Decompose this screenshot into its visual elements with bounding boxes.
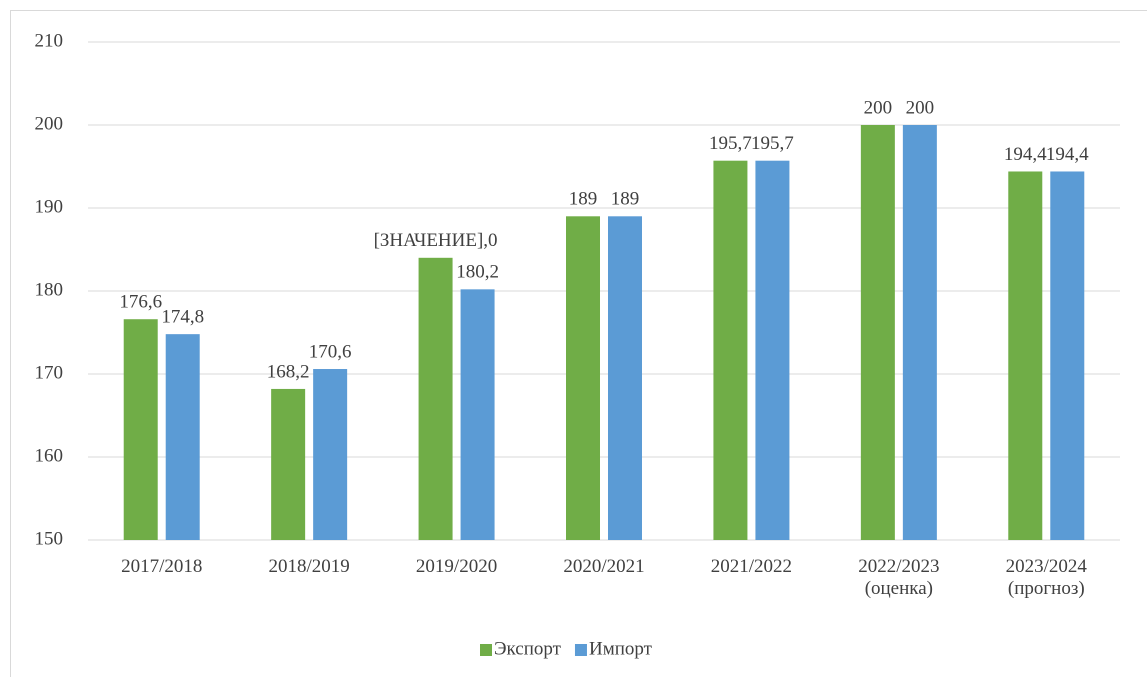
x-tick-label: 2019/2020: [415, 556, 498, 577]
value-label: 195,7: [751, 133, 794, 154]
y-tick-label: 210: [35, 30, 64, 51]
bar: [165, 334, 200, 540]
x-tick-label: 2020/2021: [563, 556, 645, 577]
legend-swatch: [480, 644, 492, 656]
value-label: 194,4: [1046, 144, 1089, 165]
y-tick-label: 160: [35, 445, 64, 466]
value-label: 170,6: [309, 341, 352, 362]
value-label: 176,6: [119, 292, 162, 313]
bar: [755, 160, 790, 540]
bar: [1050, 171, 1085, 541]
bar: [902, 125, 937, 540]
x-tick-label: 2021/2022: [710, 556, 793, 577]
bar: [271, 388, 306, 540]
value-label: 189: [611, 189, 640, 210]
x-tick-label: 2022/2023 (оценка): [858, 556, 940, 599]
legend-label: Экспорт: [494, 638, 562, 659]
value-label: 189: [569, 189, 598, 210]
bar: [566, 216, 600, 541]
value-label: 194,4: [1004, 144, 1047, 165]
chart-border: [10, 10, 1147, 677]
y-tick-label: 190: [35, 196, 64, 217]
bar: [123, 319, 158, 540]
legend-swatch: [574, 644, 587, 656]
bar: [860, 125, 895, 540]
value-label: 200: [864, 97, 893, 118]
value-label: 168,2: [267, 361, 310, 382]
bar: [418, 257, 453, 540]
bar: [313, 369, 348, 540]
y-tick-label: 180: [35, 279, 64, 300]
bar: [460, 289, 495, 540]
bar: [1008, 171, 1043, 541]
value-label: [ЗНАЧЕНИЕ],0: [374, 230, 498, 251]
legend-label: Импорт: [589, 638, 653, 659]
value-label: 200: [906, 97, 935, 118]
x-tick-label: 2018/2019: [268, 556, 350, 577]
value-label: 174,8: [161, 307, 204, 328]
value-label: 180,2: [456, 262, 499, 283]
y-tick-label: 200: [35, 113, 64, 134]
bar: [713, 160, 748, 540]
x-tick-label: 2017/2018: [121, 556, 203, 577]
y-tick-label: 170: [35, 362, 64, 383]
bar: [608, 216, 642, 541]
y-tick-label: 150: [35, 528, 64, 549]
value-label: 195,7: [709, 133, 752, 154]
x-tick-label: 2023/2024 (прогноз): [1005, 556, 1087, 599]
